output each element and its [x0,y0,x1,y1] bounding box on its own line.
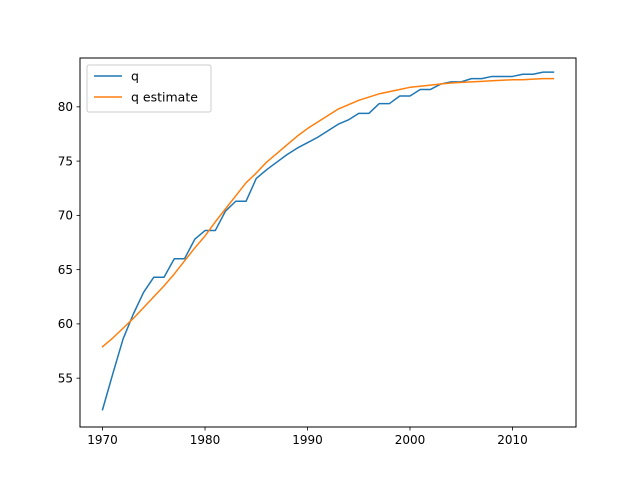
series-line-q [101,71,555,411]
y-tick-label: 60 [58,317,73,331]
y-tick-label: 65 [58,263,73,277]
legend-label-q-estimate: q estimate [131,90,198,105]
x-tick-label: 1990 [292,433,323,447]
x-tick-label: 2000 [395,433,426,447]
legend: q q estimate [86,64,212,113]
x-tick-label: 1980 [190,433,221,447]
x-tick-label: 1970 [87,433,118,447]
y-axis: 55 60 65 70 75 80 [58,100,80,385]
y-tick-label: 55 [58,371,73,385]
y-tick-label: 75 [58,154,73,168]
legend-label-q: q [131,69,139,84]
x-axis: 1970 1980 1990 2000 2010 [87,427,528,447]
y-tick-label: 80 [58,100,73,114]
legend-box [86,64,212,113]
axes-frame [79,57,577,428]
x-tick-label: 2010 [497,433,528,447]
plot-area [101,71,555,411]
y-tick-label: 70 [58,209,73,223]
series-line-q-estimate [101,77,555,348]
